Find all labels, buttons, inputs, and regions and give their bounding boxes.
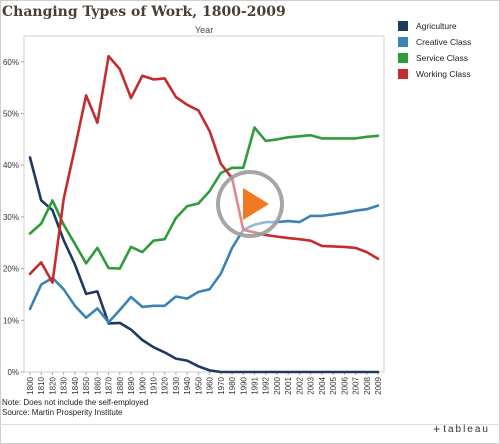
x-tick-label: 2001 <box>284 376 293 394</box>
legend-label-creative-class: Creative Class <box>416 37 472 47</box>
x-tick-label: 1850 <box>82 376 91 394</box>
x-tick-label: 1870 <box>105 376 114 394</box>
y-tick-label: 50% <box>3 110 19 119</box>
x-tick-label: 1992 <box>262 376 271 394</box>
plot-area <box>23 35 385 373</box>
x-tick-label: 1970 <box>217 376 226 394</box>
x-tick-label: 2007 <box>352 376 361 394</box>
x-tick-label: 1950 <box>194 376 203 394</box>
x-tick-label: 1920 <box>161 376 170 394</box>
x-tick-label: 2002 <box>295 376 304 394</box>
x-tick-label: 2004 <box>318 376 327 394</box>
legend-item-creative-class[interactable]: Creative Class <box>398 34 471 50</box>
series-line-agriculture <box>28 156 380 374</box>
legend-swatch-creative-class <box>398 37 408 47</box>
legend-swatch-agriculture <box>398 21 408 31</box>
series-line-creative-class <box>28 204 380 324</box>
legend-label-service-class: Service Class <box>416 53 468 63</box>
x-tick-label: 1900 <box>138 376 147 394</box>
x-tick-label: 1810 <box>37 376 46 394</box>
y-tick-label: 40% <box>3 161 19 170</box>
x-tick-label: 2005 <box>329 376 338 394</box>
x-tick-label: 1930 <box>172 376 181 394</box>
legend-label-working-class: Working Class <box>416 69 471 79</box>
footer-divider <box>0 424 500 425</box>
legend-swatch-working-class <box>398 69 408 79</box>
x-tick-label: 1890 <box>127 376 136 394</box>
x-tick-label: 1991 <box>251 376 260 394</box>
x-tick-label: 2000 <box>273 376 282 394</box>
x-tick-label: 1980 <box>228 376 237 394</box>
x-axis-title: Year <box>195 25 214 35</box>
x-tick-label: 1800 <box>26 376 35 394</box>
legend: Agriculture Creative Class Service Class… <box>398 18 471 82</box>
source-text: Source: Martin Prosperity Institute <box>2 408 123 417</box>
y-tick-label: 10% <box>3 316 19 325</box>
tableau-logo[interactable]: + tableau <box>433 422 490 436</box>
x-tick-label: 1910 <box>149 376 158 394</box>
y-tick-label: 30% <box>3 213 19 222</box>
x-tick-label: 1960 <box>206 376 215 394</box>
tableau-mark-icon: + <box>433 422 441 436</box>
x-tick-label: 1990 <box>239 376 248 394</box>
x-tick-label: 2003 <box>307 376 316 394</box>
x-tick-label: 1830 <box>60 376 69 394</box>
series-line-working-class <box>28 54 380 284</box>
y-tick-label: 60% <box>3 58 19 67</box>
x-tick-label: 2009 <box>374 376 383 394</box>
x-tick-label: 1840 <box>71 376 80 394</box>
note-text: Note: Does not include the self-employed <box>2 398 149 407</box>
legend-swatch-service-class <box>398 53 408 63</box>
series-line-service-class <box>28 126 380 270</box>
legend-item-service-class[interactable]: Service Class <box>398 50 471 66</box>
y-tick-label: 0% <box>7 368 19 377</box>
play-button[interactable] <box>216 170 284 238</box>
legend-item-agriculture[interactable]: Agriculture <box>398 18 471 34</box>
x-tick-label: 2006 <box>340 376 349 394</box>
x-tick-label: 1940 <box>183 376 192 394</box>
y-tick-label: 20% <box>3 265 19 274</box>
chart-title: Changing Types of Work, 1800-2009 <box>2 4 286 20</box>
x-tick-label: 1820 <box>48 376 57 394</box>
legend-item-working-class[interactable]: Working Class <box>398 66 471 82</box>
x-tick-label: 1880 <box>116 376 125 394</box>
legend-label-agriculture: Agriculture <box>416 21 457 31</box>
play-icon <box>243 188 269 220</box>
tableau-wordmark: tableau <box>443 423 490 435</box>
x-tick-label: 2008 <box>363 376 372 394</box>
x-tick-label: 1860 <box>93 376 102 394</box>
